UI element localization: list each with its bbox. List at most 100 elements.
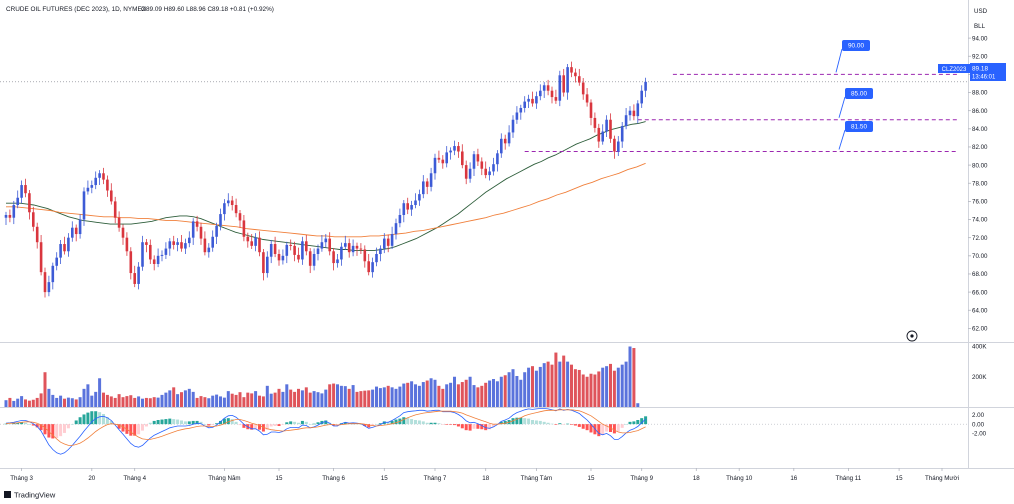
candle-body [149,244,152,260]
volume-bar [234,394,238,407]
volume-bar [39,393,43,407]
volume-bar [246,392,250,407]
macd-histogram-bar [281,424,285,425]
macd-histogram-bar [632,421,636,425]
tradingview-logo[interactable]: TradingView [4,491,56,500]
candle-body [468,168,472,179]
volume-bar [312,391,316,407]
macd-histogram-bar [417,420,421,425]
candle-body [574,72,577,77]
candle-body [511,119,515,133]
candle-body [589,102,593,118]
volume-bar [324,389,328,407]
volume-tick-label: 400K [972,344,987,351]
candle-body [4,214,8,218]
macd-histogram-bar [20,422,24,425]
macd-histogram-bar [503,420,507,425]
macd-histogram-bar [176,419,180,425]
candle-body [47,282,51,293]
candle-body [566,67,569,93]
candle-body [168,241,172,249]
candle-body [418,194,421,201]
candle-body [289,244,292,246]
candle-body [558,75,562,101]
price-level-lines[interactable]: 90.00 85.00 81.50 [0,40,968,152]
volume-bar [156,397,160,407]
candle-body [164,248,168,255]
volume-bar [168,390,172,407]
time-tick-label: 20 [88,475,95,482]
volume-bar [59,395,63,407]
candle-body [254,237,257,246]
time-tick-label: Tháng Năm [208,475,240,482]
candle-body [117,217,121,228]
candle-body [67,237,70,252]
price-level-label-bg [845,121,873,132]
volume-bar [511,369,515,407]
candle-body [35,226,39,243]
macd-histogram-bar [472,424,476,429]
macd-histogram-bar [12,423,16,425]
price-tick-label: 84.00 [972,126,988,133]
candle-body [347,243,351,253]
candle-body [262,252,265,274]
candle-body [457,146,460,152]
macd-histogram-bar [601,424,605,435]
volume-bar [238,392,242,407]
macd-histogram-bar [121,424,125,432]
volume-bar [4,400,8,407]
candle-body [51,265,55,283]
ohlc-values: O89.09 H89.60 L88.96 C89.18 +0.81 (+0.92… [141,6,274,13]
macd-histogram-bar [421,421,425,425]
volume-bar [601,367,605,407]
macd-histogram-bar [562,424,566,425]
candle-body [133,273,136,284]
macd-histogram-bar [367,424,371,428]
moving-average-fast-line [6,121,646,251]
volume-bar [70,398,74,407]
candle-body [110,190,113,202]
macd-histogram-bar [66,424,70,429]
volume-bar [562,355,566,407]
macd-histogram-bar [620,424,624,428]
macd-histogram-bar [538,420,542,425]
volume-bar [390,387,394,407]
volume-bar [78,397,82,407]
candle-body [90,185,94,188]
candle-body [246,236,250,242]
candle-body [554,97,558,101]
time-tick-label: Tháng 10 [726,475,753,482]
macd-histogram-bar [425,422,429,425]
macd-histogram-bar [523,418,527,425]
volume-bar [297,388,300,407]
time-tick-label: 16 [790,475,797,482]
volume-bar [102,392,105,407]
candle-body [628,110,632,116]
volume-bar [199,396,203,407]
candle-body [94,177,97,186]
volume-bar [339,385,343,407]
volume-bar [527,367,531,407]
price-tick-label: 76.00 [972,199,988,206]
candle-body [24,185,27,194]
alert-icon[interactable] [906,330,918,342]
macd-histogram-bar [94,411,98,425]
volume-bar [460,382,464,407]
candle-body [406,203,409,210]
volume-bar [499,376,503,407]
macd-histogram-bar [316,422,320,425]
candle-body [445,152,448,164]
time-tick-label: Tháng 9 [630,475,653,482]
volume-histogram [4,346,640,407]
volume-bar [359,391,363,407]
macd-histogram-bar [285,422,289,425]
candle-body [273,244,277,255]
price-tick-label: 80.00 [972,162,988,169]
macd-histogram-bar [386,421,390,425]
volume-bar [355,391,359,407]
candle-body [250,241,253,246]
volume-bar [308,392,312,407]
volume-bar [589,373,593,407]
candle-body [203,238,207,253]
